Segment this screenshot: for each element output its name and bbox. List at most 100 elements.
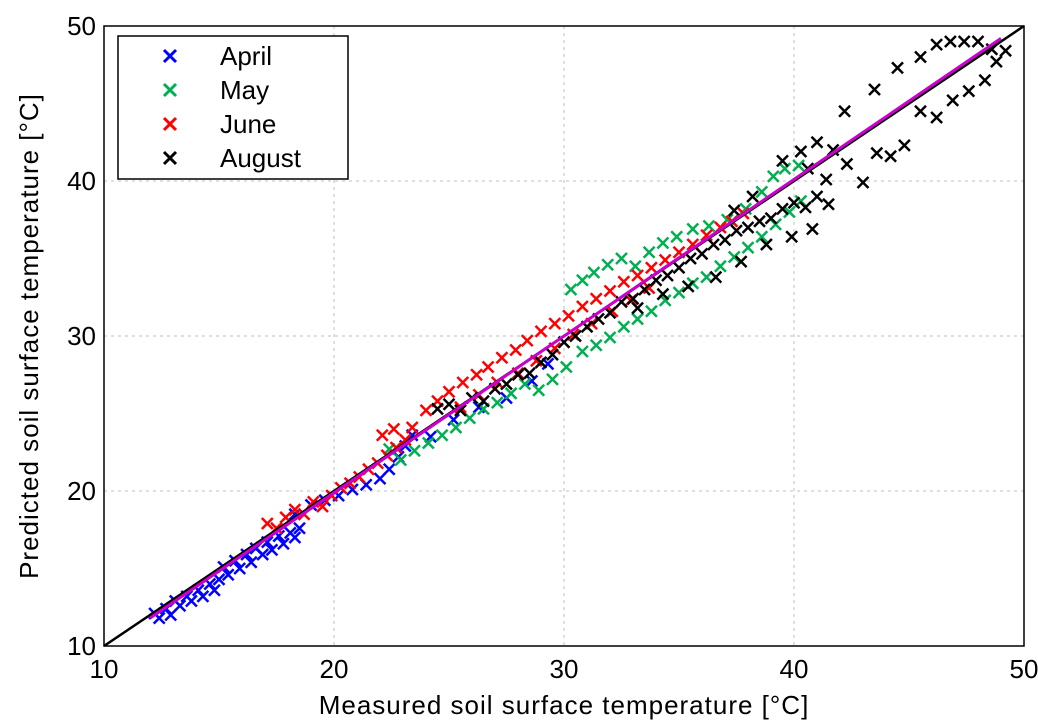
data-point [810,135,824,149]
data-point [431,402,444,416]
data-point [999,44,1012,58]
data-point [840,157,854,171]
data-point [764,211,778,225]
data-point [626,292,640,306]
data-point [642,245,656,259]
data-point [746,190,759,203]
data-point [603,331,617,344]
regression-line [149,37,1002,620]
series-august [431,35,1012,417]
data-point [702,219,716,233]
data-point [617,320,631,334]
data-point [405,421,419,434]
data-point [421,436,435,450]
data-point [244,555,258,569]
data-point [645,261,658,275]
data-point [185,594,198,608]
data-point [776,202,789,216]
data-point [753,214,766,228]
data-point [419,404,433,417]
data-point [914,104,927,118]
data-point [787,196,801,210]
data-point [442,397,456,411]
data-point [164,608,178,622]
data-point [727,204,741,217]
data-point [884,149,897,163]
data-point [495,351,509,365]
data-point [277,537,290,551]
data-point [957,35,971,48]
data-point [447,413,460,427]
data-point [449,421,463,434]
data-point [208,583,221,597]
data-point [587,266,601,279]
data-point [212,572,226,586]
data-point [548,317,562,330]
data-point [373,472,387,485]
data-point [615,252,628,265]
data-point [603,284,617,298]
data-point [755,230,769,244]
data-point [930,38,943,51]
data-point [870,146,884,160]
data-point [638,283,651,296]
data-point [822,197,835,211]
data-point [546,348,559,361]
y-tick-label: 40 [67,166,96,196]
data-point [631,312,644,326]
data-point [962,84,976,98]
data-point [631,269,644,282]
data-point [470,368,483,382]
data-point [631,301,644,315]
data-point [709,270,723,284]
data-point [293,521,306,535]
data-point [375,428,389,442]
data-point [661,269,674,282]
data-point [730,224,743,237]
tick-labels: 10 20 30 40 50 10 20 30 40 50 [67,11,1038,684]
legend-marker [162,150,178,166]
data-point [576,345,589,358]
data-point [617,275,631,289]
data-point [576,273,589,287]
data-point [233,562,247,575]
x-tick-label: 40 [780,654,809,684]
data-point [741,221,755,234]
data-point [755,185,769,199]
data-point [714,259,727,273]
data-point [435,428,449,442]
x-tick-label: 30 [550,654,579,684]
data-point [398,433,412,447]
series-june [260,207,750,535]
x-axis-label: Measured soil surface temperature [°C] [319,690,810,720]
data-point [394,453,408,467]
data-point [387,422,401,436]
data-point [564,283,578,296]
legend-label: June [220,109,276,139]
data-point [408,444,421,458]
data-point [523,366,536,380]
data-point [760,238,773,251]
data-point [971,35,985,48]
data-point [707,238,720,251]
data-point [810,190,824,203]
data-point [534,355,548,369]
data-point [944,35,957,48]
y-tick-label: 50 [67,11,96,41]
data-point [656,236,670,250]
data-point [806,222,819,236]
data-point [741,241,755,255]
x-tick-label: 10 [90,654,119,684]
y-tick-label: 20 [67,476,96,506]
data-point [589,338,603,352]
x-tick-label: 20 [320,654,349,684]
data-point [794,145,808,158]
data-point [838,104,851,118]
data-point [799,200,812,214]
data-point [856,176,870,189]
legend-label: August [220,143,302,173]
data-point [500,377,513,391]
data-point [256,548,270,561]
legend-box [117,35,349,180]
